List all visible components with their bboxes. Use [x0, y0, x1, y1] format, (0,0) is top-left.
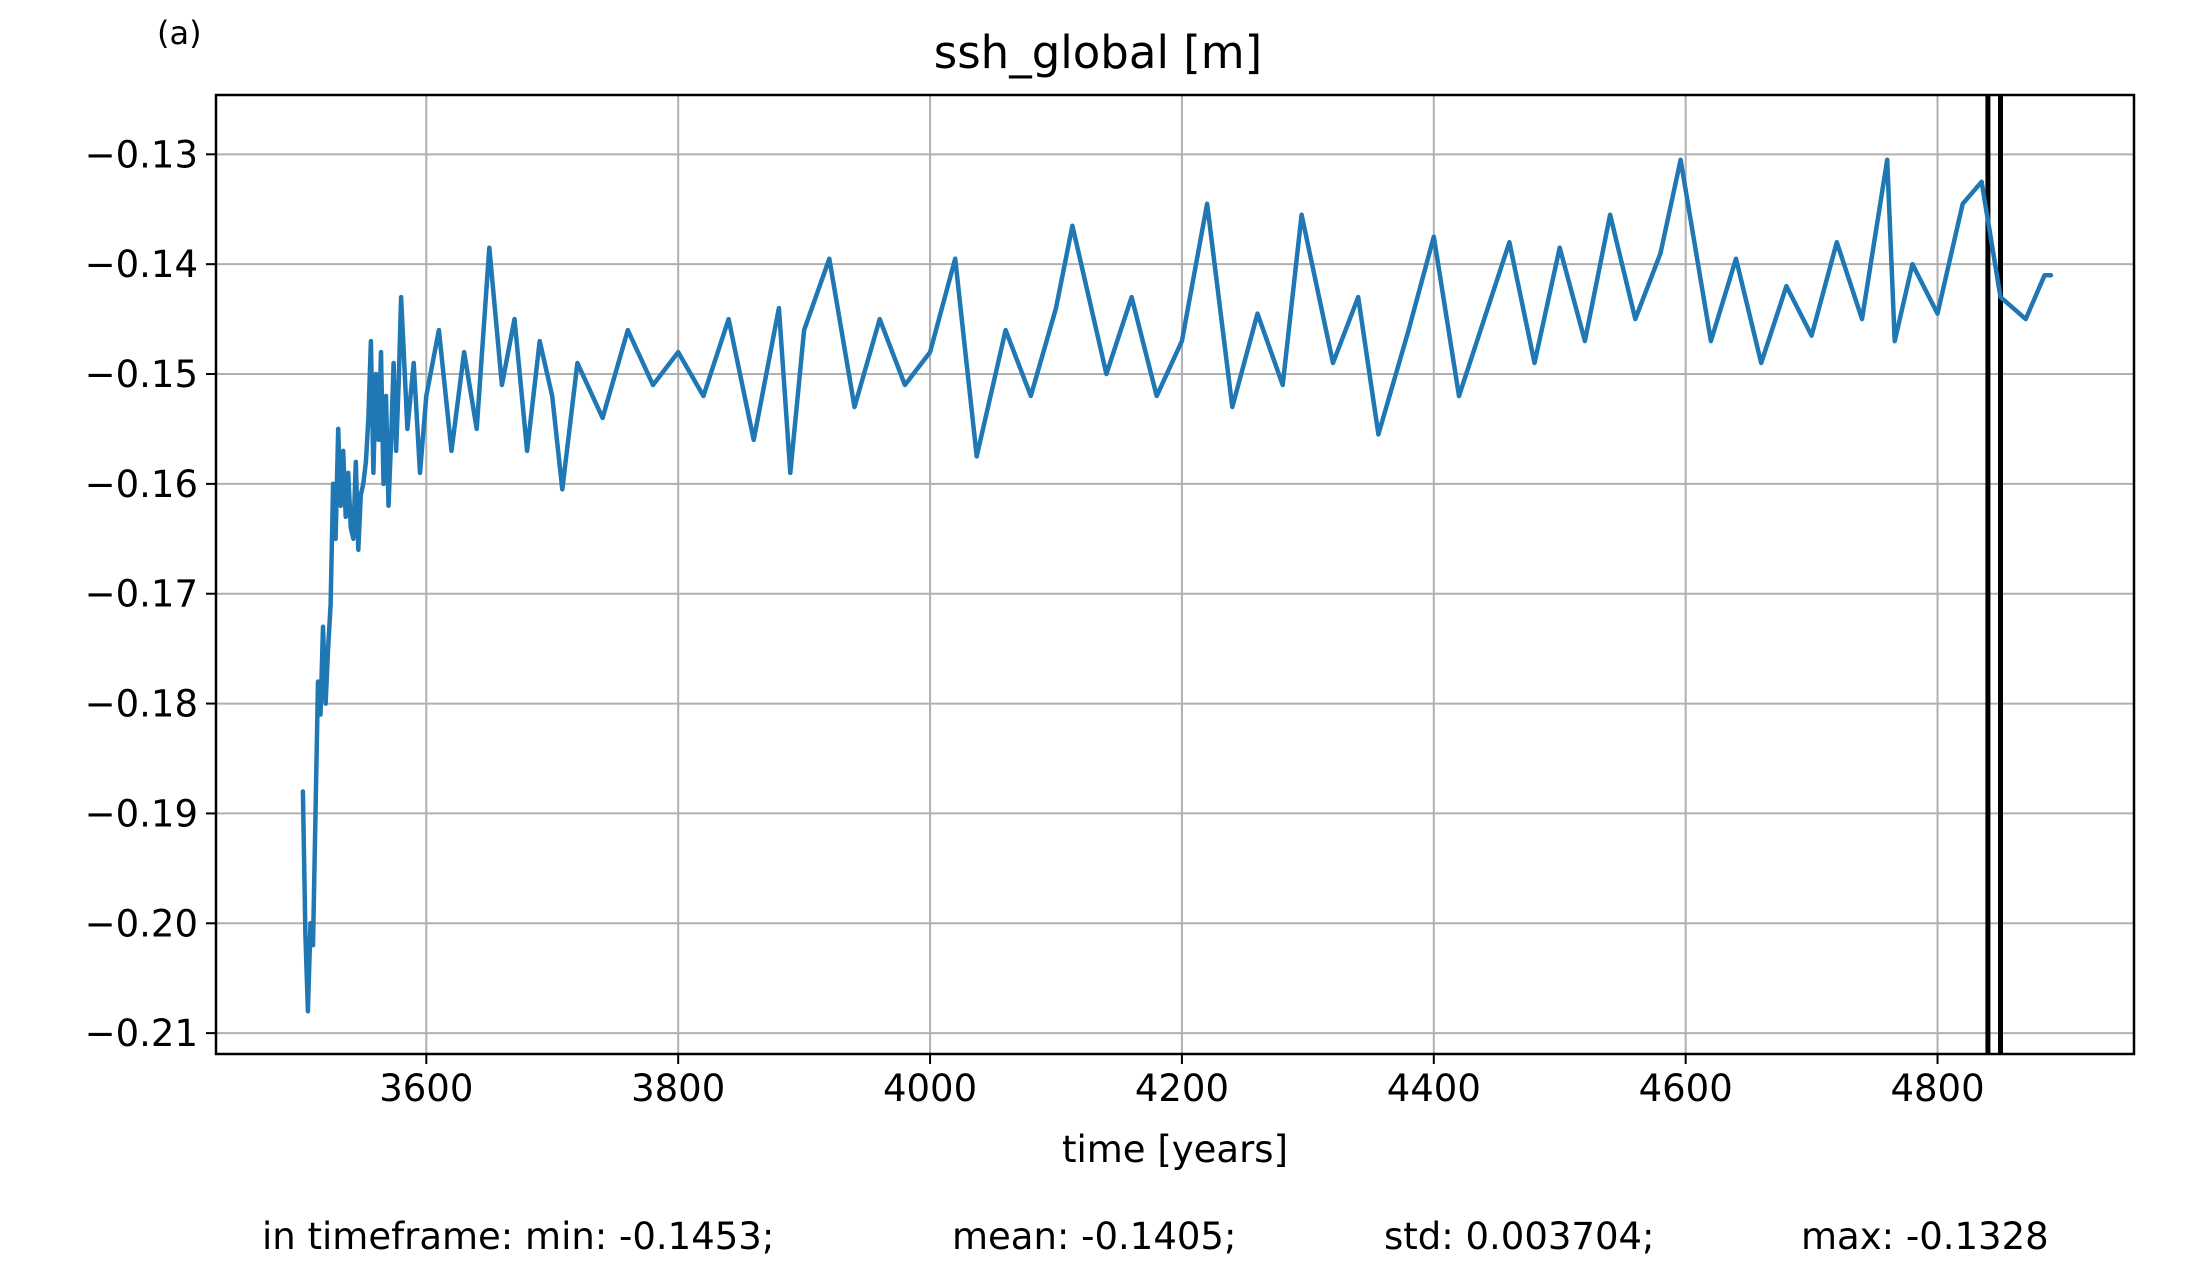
y-tick-label: −0.21: [85, 1012, 198, 1055]
y-axis-ticks: −0.21 −0.20 −0.19 −0.18 −0.17 −0.16 −0.15 −0.14…: [85, 133, 216, 1055]
stat-mean: mean: -0.1405;: [952, 1215, 1237, 1258]
stat-max: max: -0.1328: [1801, 1215, 2049, 1258]
marker-lines: [1985, 95, 2004, 1054]
stat-std: std: 0.003704;: [1384, 1215, 1655, 1258]
series-line: [300, 157, 2054, 1014]
x-axis-ticks: 3600 3800 4000 4200 4400 4600 4800: [379, 1054, 1985, 1110]
chart-title: ssh_global [m]: [933, 26, 1263, 79]
x-tick-label: 4400: [1387, 1067, 1481, 1110]
x-tick-label: 3800: [631, 1067, 725, 1110]
y-tick-label: −0.13: [85, 133, 198, 176]
y-tick-label: −0.20: [85, 902, 198, 945]
grid-lines: [216, 95, 2134, 1054]
y-tick-label: −0.18: [85, 683, 198, 726]
y-tick-label: −0.14: [85, 243, 198, 286]
y-tick-label: −0.19: [85, 792, 198, 835]
x-tick-label: 3600: [379, 1067, 473, 1110]
x-tick-label: 4600: [1639, 1067, 1733, 1110]
y-tick-label: −0.17: [85, 573, 198, 616]
panel-label: (a): [157, 14, 202, 52]
x-tick-label: 4800: [1890, 1067, 1984, 1110]
y-tick-label: −0.16: [85, 463, 198, 506]
x-axis-label: time [years]: [1062, 1128, 1288, 1171]
x-tick-label: 4000: [883, 1067, 977, 1110]
x-tick-label: 4200: [1135, 1067, 1229, 1110]
y-tick-label: −0.15: [85, 353, 198, 396]
series-group: [300, 157, 2054, 1014]
plot-frame: [214, 93, 2136, 1056]
stat-min: in timeframe: min: -0.1453;: [262, 1215, 775, 1258]
